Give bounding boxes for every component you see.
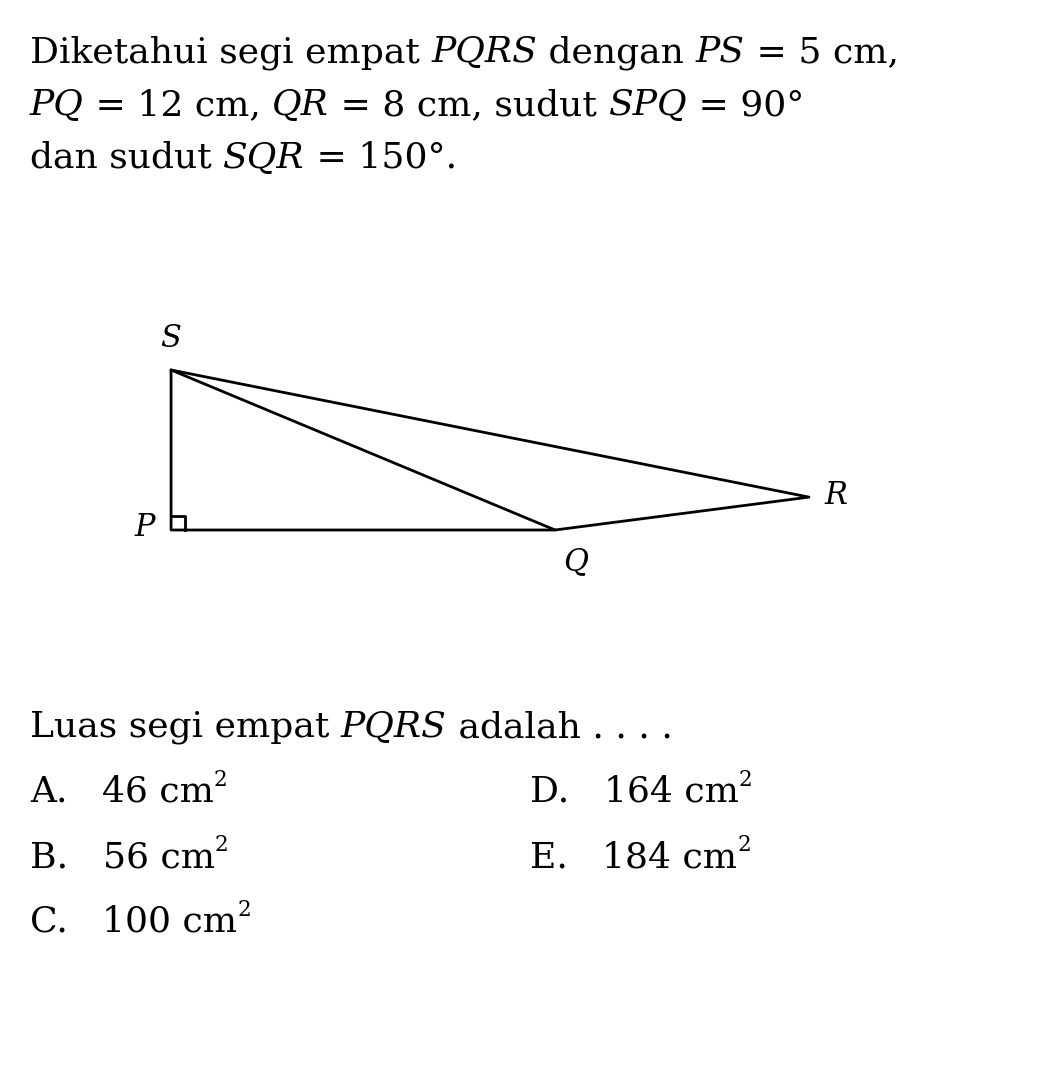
Text: R: R xyxy=(825,480,848,511)
Text: E.: E. xyxy=(530,840,602,875)
Text: 2: 2 xyxy=(237,899,251,921)
Text: = 90°: = 90° xyxy=(687,88,805,122)
Text: 2: 2 xyxy=(214,769,228,791)
Text: B.: B. xyxy=(30,840,103,875)
Text: Luas segi empat: Luas segi empat xyxy=(30,710,341,744)
Text: SPQ: SPQ xyxy=(608,88,687,122)
Text: 184 cm: 184 cm xyxy=(602,840,738,875)
Text: Q: Q xyxy=(563,546,588,577)
Text: = 12 cm,: = 12 cm, xyxy=(84,88,272,122)
Text: C.: C. xyxy=(30,905,103,939)
Text: Diketahui segi empat: Diketahui segi empat xyxy=(30,35,431,69)
Text: dengan: dengan xyxy=(537,35,695,69)
Text: 2: 2 xyxy=(214,834,228,856)
Text: = 150°.: = 150°. xyxy=(305,141,457,175)
Text: 56 cm: 56 cm xyxy=(103,840,214,875)
Text: adalah . . . .: adalah . . . . xyxy=(446,710,673,744)
Text: PQRS: PQRS xyxy=(341,710,446,744)
Text: A.: A. xyxy=(30,775,102,809)
Text: S: S xyxy=(161,323,181,354)
Text: QR: QR xyxy=(272,88,329,122)
Text: PQ: PQ xyxy=(30,88,84,122)
Text: 2: 2 xyxy=(739,769,753,791)
Text: PS: PS xyxy=(695,35,744,69)
Text: P: P xyxy=(135,512,155,544)
Text: 164 cm: 164 cm xyxy=(604,775,739,809)
Text: 2: 2 xyxy=(738,834,752,856)
Text: = 8 cm, sudut: = 8 cm, sudut xyxy=(329,88,608,122)
Text: 100 cm: 100 cm xyxy=(103,905,237,939)
Text: D.: D. xyxy=(530,775,604,809)
Text: 46 cm: 46 cm xyxy=(102,775,214,809)
Text: SQR: SQR xyxy=(224,141,305,175)
Text: PQRS: PQRS xyxy=(431,35,537,69)
Text: = 5 cm,: = 5 cm, xyxy=(744,35,899,69)
Text: dan sudut: dan sudut xyxy=(30,141,224,175)
